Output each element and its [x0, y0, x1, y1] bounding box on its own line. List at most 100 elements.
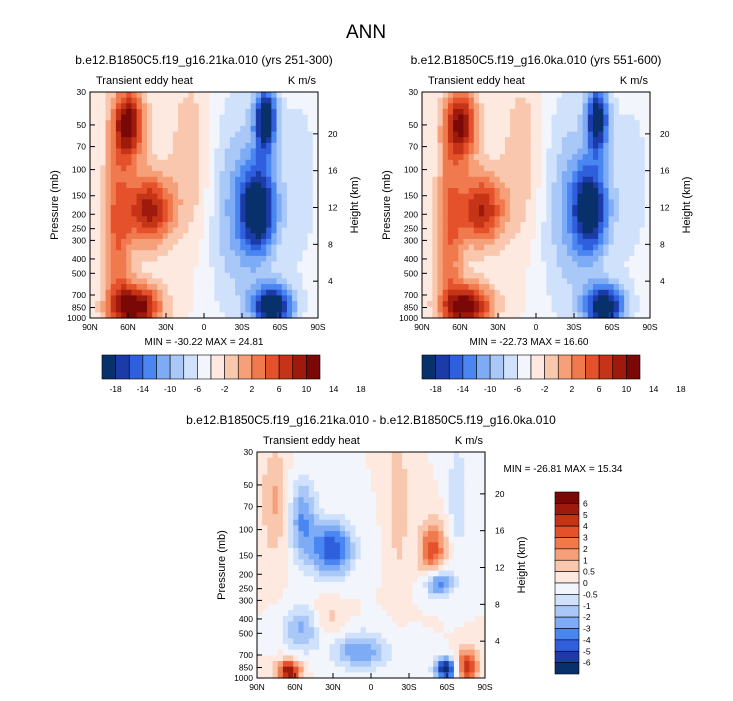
heatmap-cell — [644, 205, 651, 212]
heatmap-cell — [567, 182, 573, 189]
heatmap-cell — [276, 176, 283, 183]
heatmap-cell — [504, 238, 511, 246]
heatmap-cell — [593, 142, 599, 150]
x-tick-label: 60N — [120, 322, 136, 332]
heatmap-cell — [281, 306, 288, 313]
heatmap-cell — [286, 120, 293, 127]
heatmap-cell — [577, 142, 584, 150]
y-tick-label: 400 — [404, 254, 418, 264]
heatmap-cell — [224, 255, 231, 263]
heatmap-cell — [624, 148, 630, 155]
heatmap-cell — [365, 531, 372, 538]
heatmap-cell — [308, 655, 315, 662]
heatmap-cell — [157, 199, 164, 206]
heatmap-cell — [126, 272, 133, 280]
heatmap-cell — [355, 581, 362, 589]
heatmap-cell — [381, 497, 388, 504]
heatmap-cell — [198, 244, 205, 251]
heatmap-cell — [245, 114, 252, 121]
heatmap-cell — [572, 142, 579, 150]
heatmap-cell — [255, 284, 262, 291]
heatmap-cell — [479, 301, 485, 308]
heatmap-cell — [360, 491, 367, 498]
heatmap-cell — [365, 587, 372, 594]
heatmap-cell — [447, 301, 454, 308]
heatmap-cell — [530, 148, 537, 155]
heatmap-cell — [312, 221, 319, 229]
heatmap-cell — [286, 193, 293, 200]
heatmap-cell — [479, 233, 485, 240]
heatmap-cell — [376, 587, 382, 594]
heatmap-cell — [292, 165, 298, 172]
heatmap-cell — [468, 272, 475, 280]
heatmap-cell — [293, 474, 300, 481]
heatmap-cell — [530, 250, 537, 257]
heatmap-cell — [110, 92, 117, 99]
heatmap-cell — [293, 570, 300, 577]
heatmap-cell — [308, 548, 315, 555]
heatmap-cell — [587, 108, 594, 116]
heatmap-cell — [288, 542, 294, 549]
heatmap-cell — [365, 621, 372, 628]
heatmap-cell — [473, 108, 480, 116]
heatmap-cell — [193, 137, 200, 144]
heatmap-cell — [608, 142, 615, 150]
heatmap-cell — [126, 142, 133, 150]
heatmap-cell — [473, 176, 480, 183]
heatmap-cell — [639, 97, 646, 104]
heatmap-cell — [214, 199, 221, 206]
heatmap-cell — [432, 159, 439, 167]
heatmap-cell — [312, 92, 319, 99]
heatmap-cell — [603, 108, 610, 116]
heatmap-cell — [546, 199, 553, 206]
heatmap-cell — [329, 666, 336, 673]
heatmap-cell — [157, 284, 164, 291]
heatmap-cell — [402, 548, 408, 555]
heatmap-cell — [115, 171, 122, 178]
heatmap-cell — [386, 649, 393, 656]
heatmap-cell — [224, 137, 231, 144]
heatmap-cell — [473, 284, 480, 291]
heatmap-cell — [484, 176, 490, 183]
heatmap-cell — [530, 114, 537, 121]
heatmap-cell — [100, 125, 107, 133]
heatmap-cell — [360, 553, 367, 560]
heatmap-cell — [308, 661, 315, 668]
heatmap-cell — [644, 97, 651, 104]
heatmap-cell — [396, 468, 403, 476]
heatmap-cell — [314, 542, 320, 549]
heatmap-cell — [277, 474, 284, 481]
heatmap-cell — [339, 531, 346, 538]
heatmap-cell — [277, 536, 284, 543]
heatmap-cell — [271, 92, 278, 99]
heatmap-cell — [261, 284, 267, 291]
heatmap-cell — [567, 199, 573, 206]
heatmap-cell — [634, 227, 641, 234]
y-tick-label: 200 — [404, 209, 418, 219]
heatmap-cell — [407, 621, 414, 628]
heatmap-cell — [360, 655, 367, 662]
heatmap-cell — [329, 519, 336, 527]
heatmap-cell — [458, 272, 465, 280]
heatmap-cell — [209, 125, 215, 133]
heatmap-cell — [267, 548, 274, 555]
heatmap-cell — [608, 233, 615, 240]
heatmap-cell — [293, 548, 300, 555]
heatmap-cell — [371, 542, 377, 549]
heatmap-cell — [463, 261, 470, 268]
heatmap-cell — [504, 205, 511, 212]
heatmap-cell — [350, 565, 357, 572]
heatmap-cell — [510, 272, 516, 280]
heatmap-cell — [427, 306, 433, 313]
heatmap-cell — [453, 108, 459, 116]
heatmap-cell — [110, 103, 117, 110]
heatmap-cell — [172, 255, 179, 263]
heatmap-cell — [277, 491, 284, 498]
heatmap-cell — [360, 548, 367, 555]
heatmap-cell — [271, 125, 278, 133]
heatmap-cell — [510, 289, 516, 296]
heatmap-cell — [499, 238, 506, 246]
heatmap-cell — [412, 457, 419, 464]
heatmap-cell — [131, 244, 138, 251]
heatmap-cell — [546, 125, 553, 133]
